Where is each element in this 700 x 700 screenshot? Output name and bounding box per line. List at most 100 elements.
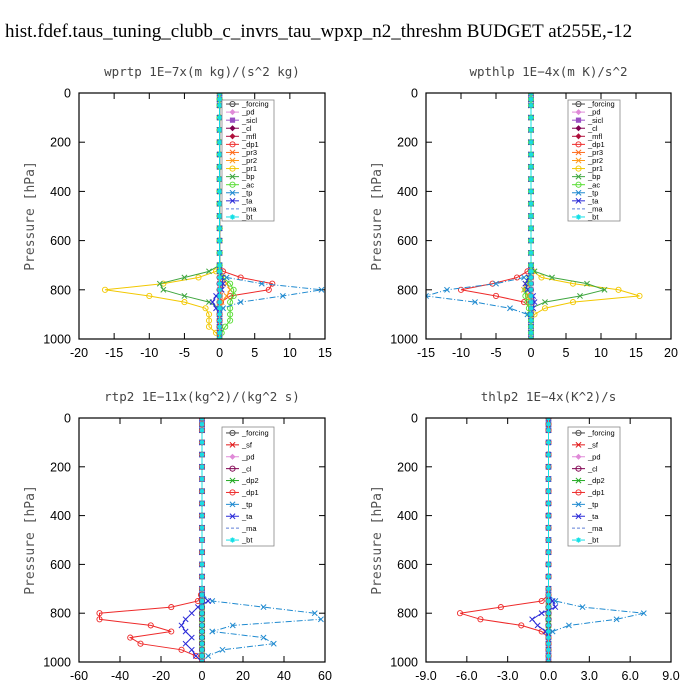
data-point-bt [545, 586, 552, 592]
legend-label-ta: _ta [241, 196, 253, 205]
data-point-ac [227, 280, 234, 287]
data-point-bt [216, 299, 223, 305]
x-tick-label: -20 [152, 669, 170, 683]
legend-label-cl: _cl [241, 124, 252, 133]
legend-marker-bp [229, 173, 236, 180]
data-point-bt [528, 139, 534, 145]
panel-title: thlp2 1E−4x(K^2)/s [481, 389, 616, 404]
data-point-tp [613, 616, 620, 623]
legend-marker-cl [229, 125, 236, 132]
data-point-bp [549, 274, 555, 281]
data-point-bt [545, 464, 552, 470]
legend-label-pr1: _pr1 [587, 164, 603, 173]
data-point-bt [216, 268, 223, 274]
legend-marker-mfl [229, 133, 236, 140]
data-point-tp [279, 292, 286, 299]
legend-marker-dp1 [575, 141, 582, 148]
data-point-tp [521, 274, 527, 281]
series-line-ta [531, 418, 556, 662]
data-point-bt [528, 96, 534, 102]
data-point-tp [237, 299, 244, 306]
x-tick-label: 0.0 [540, 669, 557, 683]
plot-frame [78, 92, 326, 340]
data-point-bt [216, 262, 223, 268]
legend-marker-pr2 [575, 157, 582, 164]
data-point-ta [529, 616, 536, 623]
y-tick-label: 600 [397, 234, 418, 248]
y-axis-label: Pressure [hPa] [370, 485, 385, 595]
data-point-bt [545, 653, 552, 659]
data-point-bt [199, 635, 205, 641]
x-tick-label: 20 [236, 669, 250, 683]
data-point-dp1 [192, 652, 199, 659]
panel-4: thlp2 1E−4x(K^2)/s Pressure [hPa] 0 200 400 6… [370, 389, 680, 683]
legend-label-dp1: _dp1 [587, 488, 605, 497]
data-point-bt [199, 653, 205, 659]
legend-label-ma: _ma [241, 205, 257, 214]
x-tick-label: -60 [70, 669, 88, 683]
data-point-ac [227, 299, 234, 306]
data-point-bt [216, 164, 223, 170]
data-point-dp1 [137, 640, 144, 647]
panel-title: wpthlp 1E−4x(m K)/s^2 [469, 64, 627, 79]
legend: _forcing_pd_sicl_cl_mfl_dp1_pr3_pr2_pr1_… [221, 99, 275, 222]
x-tick-label: -40 [111, 669, 129, 683]
data-point-ta [205, 598, 212, 604]
y-tick-label: 800 [397, 283, 418, 297]
plot-frame [78, 417, 326, 663]
data-point-bt [545, 421, 552, 427]
legend-label-tp: _tp [241, 500, 252, 509]
data-point-bt [528, 317, 534, 324]
data-point-ac [222, 323, 229, 330]
x-tick-label: 0 [216, 346, 223, 360]
data-point-tp [507, 305, 513, 312]
data-point-tp [579, 604, 586, 611]
data-point-bp [206, 268, 212, 275]
data-point-bt [545, 427, 552, 433]
x-tick-label: -20 [70, 346, 88, 360]
legend-marker-sicl [229, 117, 236, 123]
legend: _forcing _sf _pd _cl _dp2 _dp1 _tp _ta _ma _bt [567, 426, 621, 547]
data-point-bt [545, 476, 552, 482]
legend-label-pd: _pd [241, 108, 255, 117]
legend-marker-ac [229, 181, 236, 188]
data-point-dp1 [96, 610, 103, 617]
data-point-dp1 [518, 622, 525, 629]
legend-label-dp1: _dp1 [241, 140, 259, 149]
data-point-bt [528, 250, 534, 256]
data-point-pr1 [636, 292, 643, 300]
data-point-bt [216, 115, 223, 121]
legend-label-cl: _cl [241, 464, 252, 473]
data-point-bt [216, 250, 223, 256]
x-tick-label: -5 [179, 346, 190, 360]
data-point-tp [565, 622, 572, 629]
panel-title: wprtp 1E−7x(m kg)/(s^2 kg) [104, 64, 300, 79]
data-point-ac [522, 292, 529, 300]
x-tick-label: 9.0 [662, 669, 679, 683]
legend-label-tp: _tp [587, 500, 598, 509]
legend-marker-cl [229, 465, 236, 472]
legend-label-bt: _bt [587, 213, 599, 222]
data-point-ac [230, 292, 237, 300]
data-point-bt [216, 311, 223, 317]
data-point-bt [216, 151, 223, 158]
data-point-bt [199, 476, 205, 482]
data-point-bt [528, 274, 534, 281]
data-point-bt [545, 574, 552, 580]
legend-label-ac: _ac [241, 180, 254, 189]
x-tick-label: 3.0 [581, 669, 598, 683]
y-tick-label: 200 [397, 136, 418, 150]
data-point-bt [545, 525, 552, 531]
data-point-tp [260, 634, 267, 641]
data-point-bt [528, 225, 534, 231]
legend-label-tp: _tp [587, 188, 598, 197]
data-point-bt [216, 281, 223, 287]
data-point-bt [199, 574, 205, 580]
legend-marker-pd [575, 109, 582, 116]
legend-label-forcing: _forcing [587, 429, 615, 438]
data-point-dp1 [477, 616, 484, 623]
data-point-bt [528, 238, 534, 244]
data-point-ac [227, 311, 234, 318]
data-point-bt [199, 549, 205, 555]
data-point-bt [216, 287, 223, 293]
